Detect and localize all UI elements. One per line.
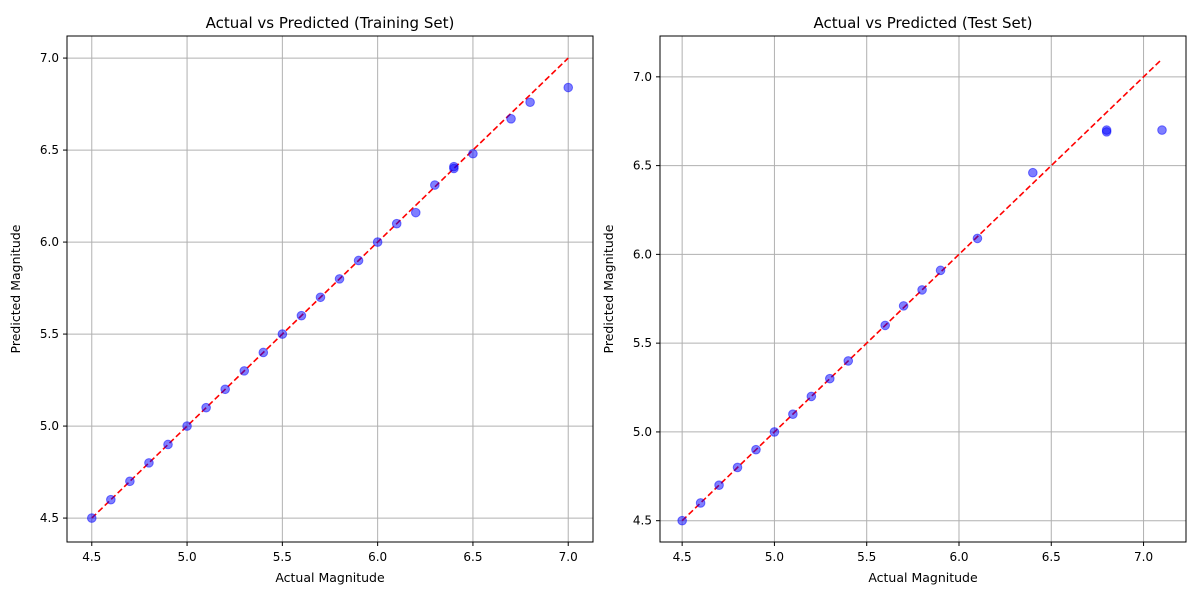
training-data-point bbox=[86, 513, 97, 523]
training-data-point bbox=[410, 207, 421, 218]
training-data-point bbox=[468, 148, 478, 159]
test-data-point bbox=[769, 427, 780, 437]
training-data-point bbox=[525, 97, 535, 108]
training-x-tick-label: 4.5 bbox=[82, 550, 101, 564]
test-data-point bbox=[898, 301, 909, 311]
test-reference-line bbox=[681, 58, 1163, 522]
training-y-tick-label: 5.0 bbox=[40, 419, 59, 433]
training-set-panel: 4.5 5.0 5.5 6.0 6.5 7.0 4.5 5.0 5.5 6.0 6.5 7.0 Actu… bbox=[8, 14, 594, 585]
training-data-point bbox=[315, 292, 326, 303]
training-data-point bbox=[563, 82, 574, 93]
test-data-point bbox=[880, 320, 890, 331]
training-data-point bbox=[372, 237, 383, 247]
training-data-point bbox=[296, 310, 307, 321]
training-y-tick-label: 7.0 bbox=[40, 51, 59, 65]
test-data-point bbox=[1028, 167, 1038, 178]
training-data-point bbox=[239, 366, 250, 376]
training-x-axis-label: Actual Magnitude bbox=[275, 570, 385, 585]
test-x-tick-label: 7.0 bbox=[1134, 550, 1153, 564]
test-y-tick-label: 5.5 bbox=[633, 336, 652, 350]
training-reference-line bbox=[91, 57, 569, 519]
training-data-point bbox=[106, 494, 116, 505]
training-data-point bbox=[353, 255, 364, 266]
training-y-tick-label: 6.0 bbox=[40, 235, 59, 249]
training-data-point bbox=[125, 476, 135, 487]
test-data-point bbox=[695, 498, 706, 508]
test-data-point bbox=[751, 444, 761, 455]
training-plot-frame bbox=[66, 35, 594, 543]
training-x-tick-label: 7.0 bbox=[559, 550, 578, 564]
training-x-tick-label: 5.5 bbox=[273, 550, 292, 564]
test-x-tick-label: 5.5 bbox=[857, 550, 876, 564]
training-x-tick-label: 6.5 bbox=[463, 550, 482, 564]
training-data-point bbox=[334, 274, 345, 284]
training-y-axis-label: Predicted Magnitude bbox=[8, 224, 23, 353]
test-plot-frame bbox=[659, 35, 1187, 543]
test-y-axis-label: Predicted Magnitude bbox=[601, 224, 616, 353]
test-data-point bbox=[1101, 125, 1112, 135]
training-data-point bbox=[182, 421, 192, 431]
training-data-point bbox=[506, 114, 516, 124]
test-y-tick-label: 7.0 bbox=[633, 70, 652, 84]
training-data-point bbox=[430, 180, 440, 190]
test-data-point bbox=[935, 265, 946, 276]
test-data-point bbox=[824, 373, 835, 384]
training-y-tick-label: 5.5 bbox=[40, 327, 59, 341]
test-data-point bbox=[1157, 125, 1167, 135]
test-data-point bbox=[788, 409, 798, 419]
training-y-tick-label: 4.5 bbox=[40, 511, 59, 525]
training-x-tick-label: 5.0 bbox=[178, 550, 197, 564]
test-x-tick-label: 5.0 bbox=[765, 550, 784, 564]
training-data-point bbox=[258, 347, 269, 358]
test-set-panel: 4.5 5.0 5.5 6.0 6.5 7.0 4.5 5.0 5.5 6.0 6.5 7.0 Actu… bbox=[601, 14, 1187, 585]
training-data-point bbox=[144, 458, 154, 468]
training-data-point bbox=[277, 329, 288, 339]
test-data-point bbox=[714, 480, 724, 490]
test-chart-title: Actual vs Predicted (Test Set) bbox=[813, 14, 1032, 32]
test-data-point bbox=[806, 391, 817, 402]
test-data-point bbox=[677, 515, 687, 526]
test-data-point bbox=[917, 285, 927, 295]
test-x-tick-label: 6.0 bbox=[949, 550, 968, 564]
training-data-point bbox=[201, 402, 211, 413]
training-data-point bbox=[391, 218, 402, 229]
training-data-point bbox=[163, 439, 173, 450]
training-data-point bbox=[449, 161, 459, 172]
test-data-point bbox=[972, 233, 983, 244]
test-y-tick-label: 6.0 bbox=[633, 247, 652, 261]
training-chart-title: Actual vs Predicted (Training Set) bbox=[206, 14, 455, 32]
test-x-axis-label: Actual Magnitude bbox=[868, 570, 978, 585]
training-data-point bbox=[220, 384, 230, 395]
test-x-tick-label: 4.5 bbox=[673, 550, 692, 564]
test-data-point bbox=[843, 356, 854, 366]
test-y-tick-label: 5.0 bbox=[633, 425, 652, 439]
training-y-tick-label: 6.5 bbox=[40, 143, 59, 157]
test-y-tick-label: 4.5 bbox=[633, 514, 652, 528]
test-y-tick-label: 6.5 bbox=[633, 159, 652, 173]
test-x-tick-label: 6.5 bbox=[1042, 550, 1061, 564]
test-data-point bbox=[732, 462, 743, 473]
training-x-tick-label: 6.0 bbox=[368, 550, 387, 564]
